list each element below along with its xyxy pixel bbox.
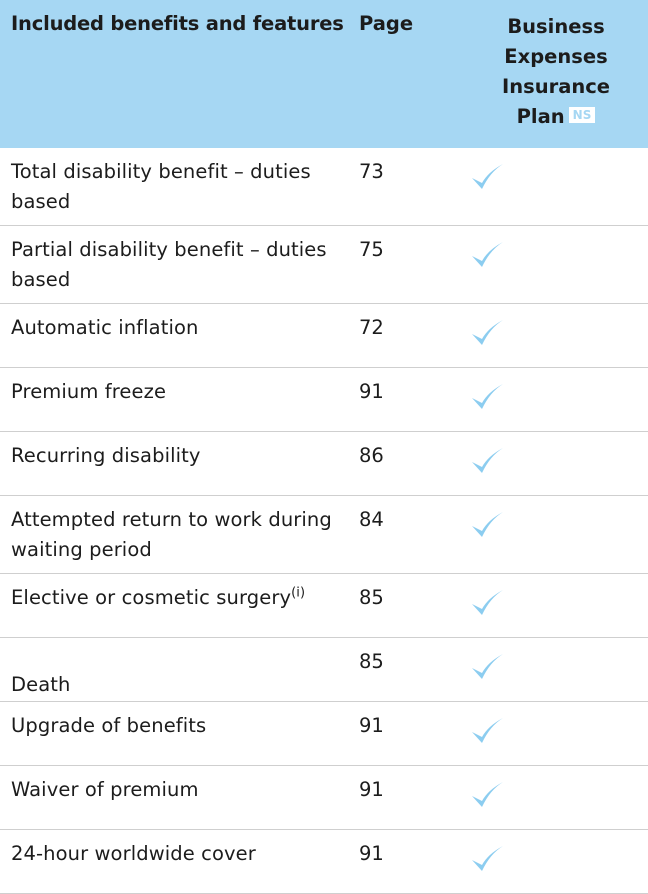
benefit-name: Death bbox=[11, 670, 346, 700]
table-body: Total disability benefit – duties based 7… bbox=[0, 148, 648, 894]
benefit-name: Waiver of premium bbox=[11, 775, 346, 805]
benefit-name: Total disability benefit – duties based bbox=[11, 157, 346, 217]
benefit-name-text: Attempted return to work during waiting … bbox=[11, 508, 332, 561]
checkmark-icon bbox=[470, 780, 504, 810]
footnote-marker: (i) bbox=[291, 585, 306, 601]
benefit-name: 24-hour worldwide cover bbox=[11, 839, 346, 869]
ns-badge: NS bbox=[568, 107, 596, 123]
table-header: Included benefits and features Page Busi… bbox=[0, 0, 648, 148]
benefit-name-text: Upgrade of benefits bbox=[11, 714, 207, 737]
benefit-name-text: Death bbox=[11, 673, 71, 696]
plan-header-line-last: Plan NS bbox=[492, 102, 620, 132]
benefit-name: Attempted return to work during waiting … bbox=[11, 505, 346, 565]
table-row: Total disability benefit – duties based 7… bbox=[0, 148, 648, 226]
benefit-name-text: Premium freeze bbox=[11, 380, 167, 403]
checkmark-icon bbox=[470, 652, 504, 682]
benefit-name: Recurring disability bbox=[11, 441, 346, 471]
page-number: 91 bbox=[359, 842, 384, 865]
plan-column-header: Business Expenses Insurance Plan NS bbox=[492, 12, 620, 132]
table-row: 24-hour worldwide cover 91 bbox=[0, 830, 648, 894]
page-number: 73 bbox=[359, 160, 384, 183]
table-row: Automatic inflation 72 bbox=[0, 304, 648, 368]
page-column-header: Page bbox=[359, 12, 414, 35]
checkmark-icon bbox=[470, 510, 504, 540]
checkmark-icon bbox=[470, 162, 504, 192]
benefit-name: Partial disability benefit – duties base… bbox=[11, 235, 346, 295]
page-number: 86 bbox=[359, 444, 384, 467]
table-row: Recurring disability 86 bbox=[0, 432, 648, 496]
table-row: Premium freeze 91 bbox=[0, 368, 648, 432]
page-number: 91 bbox=[359, 380, 384, 403]
checkmark-icon bbox=[470, 588, 504, 618]
page-number: 72 bbox=[359, 316, 384, 339]
checkmark-icon bbox=[470, 318, 504, 348]
table-row: Death 85 bbox=[0, 638, 648, 702]
benefit-name: Elective or cosmetic surgery(i) bbox=[11, 583, 346, 613]
plan-header-line: Plan bbox=[516, 105, 565, 128]
plan-header-line: Insurance bbox=[501, 75, 611, 98]
benefit-name-text: Elective or cosmetic surgery bbox=[11, 586, 292, 609]
table-row: Partial disability benefit – duties base… bbox=[0, 226, 648, 304]
table-row: Upgrade of benefits 91 bbox=[0, 702, 648, 766]
benefit-name-text: 24-hour worldwide cover bbox=[11, 842, 256, 865]
benefit-name-text: Partial disability benefit – duties base… bbox=[11, 238, 327, 291]
table-row: Waiver of premium 91 bbox=[0, 766, 648, 830]
features-column-header: Included benefits and features bbox=[11, 12, 344, 35]
benefit-name: Upgrade of benefits bbox=[11, 711, 346, 741]
checkmark-icon bbox=[470, 446, 504, 476]
benefit-name-text: Recurring disability bbox=[11, 444, 201, 467]
page-number: 85 bbox=[359, 586, 384, 609]
page-number: 75 bbox=[359, 238, 384, 261]
page-number: 91 bbox=[359, 778, 384, 801]
table-row: Attempted return to work during waiting … bbox=[0, 496, 648, 574]
benefit-name-text: Automatic inflation bbox=[11, 316, 199, 339]
plan-header-line: Expenses bbox=[504, 45, 608, 68]
checkmark-icon bbox=[470, 716, 504, 746]
benefit-name-text: Waiver of premium bbox=[11, 778, 199, 801]
table-row: Elective or cosmetic surgery(i) 85 bbox=[0, 574, 648, 638]
benefit-name-text: Total disability benefit – duties based bbox=[11, 160, 311, 213]
checkmark-icon bbox=[470, 240, 504, 270]
benefit-name: Automatic inflation bbox=[11, 313, 346, 343]
page-number: 85 bbox=[359, 650, 384, 673]
checkmark-icon bbox=[470, 844, 504, 874]
checkmark-icon bbox=[470, 382, 504, 412]
page-number: 84 bbox=[359, 508, 384, 531]
benefit-name: Premium freeze bbox=[11, 377, 346, 407]
page-number: 91 bbox=[359, 714, 384, 737]
plan-header-line: Business bbox=[507, 15, 605, 38]
